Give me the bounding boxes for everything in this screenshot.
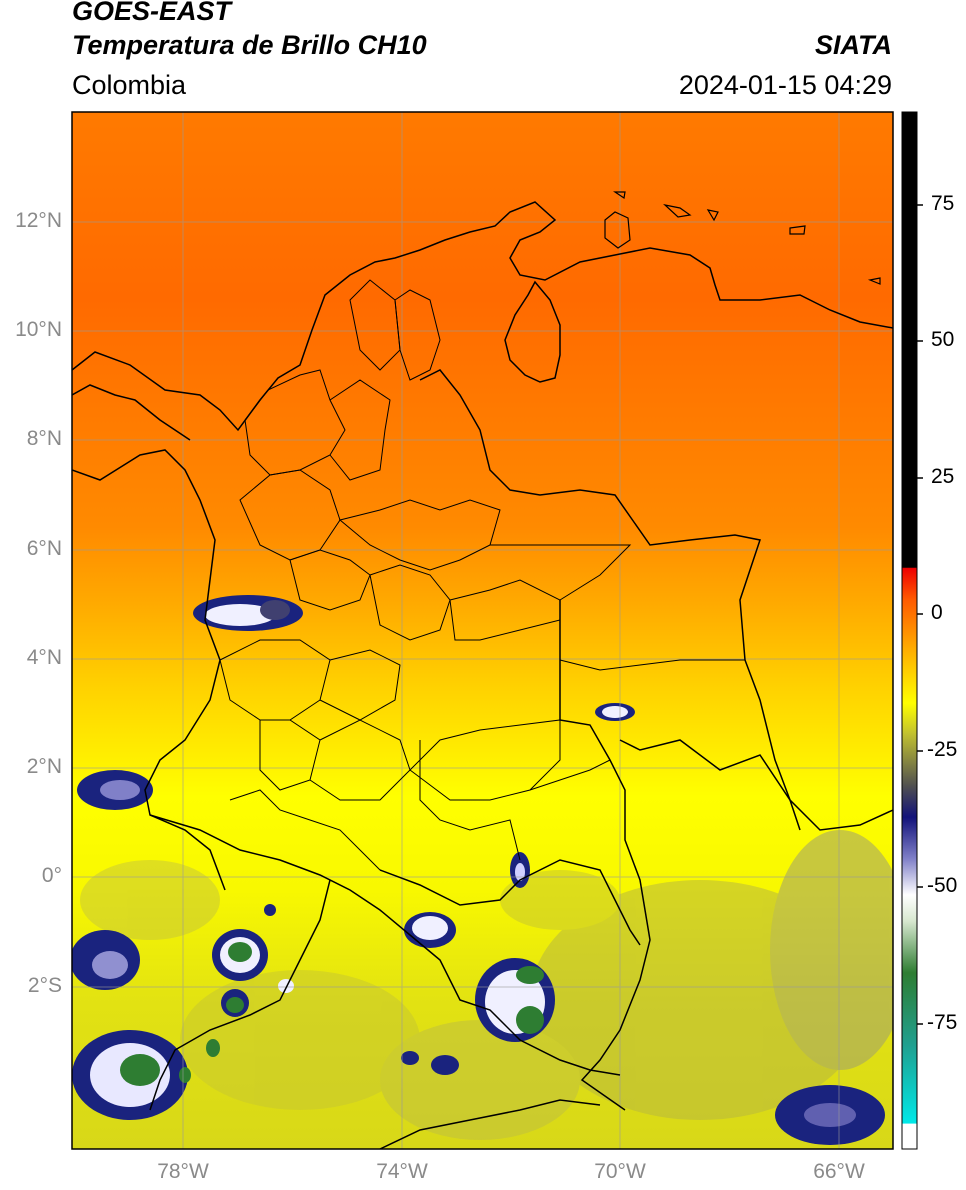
lon-label: 70°W	[594, 1160, 646, 1183]
source-label: SIATA	[815, 30, 892, 60]
colombia-brazil-border	[559, 600, 651, 1111]
colorbar-tick-marks	[917, 204, 923, 1025]
lat-label: 4°N	[26, 646, 62, 669]
colorbar-tick-label: 25	[931, 465, 955, 488]
colorbar-tick-label: 75	[931, 192, 955, 215]
lat-label: 12°N	[15, 209, 62, 232]
lon-label: 78°W	[157, 1160, 209, 1183]
product-title: Temperatura de Brillo CH10	[72, 30, 427, 60]
datetime-label: 2024-01-15 04:29	[678, 70, 892, 100]
panama-coast	[72, 384, 191, 441]
cloud-cell	[221, 989, 249, 1017]
colorbar-tick-label: -50	[927, 874, 958, 897]
region-label: Colombia	[72, 70, 187, 100]
colorbar	[902, 112, 917, 1149]
peru-south-border	[379, 1099, 601, 1149]
cloud-cell	[193, 595, 303, 631]
cloud-cell	[475, 958, 555, 1042]
cloud-cell	[212, 929, 268, 981]
colombia-venezuela-border	[419, 369, 801, 831]
graticule	[72, 112, 893, 1149]
colorbar-tick-label: 0	[931, 601, 943, 624]
lon-label: 66°W	[813, 1160, 865, 1183]
lat-label: 0°	[41, 864, 62, 887]
colorbar-frame	[901, 111, 918, 1150]
colombia-peru-border	[379, 859, 641, 946]
cloud-cell	[510, 852, 530, 888]
lat-label: 10°N	[15, 318, 62, 341]
satellite-title: GOES-EAST	[72, 0, 232, 26]
ecuador-peru-border	[149, 879, 331, 1111]
cloud-cell	[72, 1030, 188, 1120]
cloud-cell	[77, 770, 153, 810]
islands	[604, 191, 881, 285]
department-borders	[219, 279, 745, 871]
colorbar-tick-label: -75	[927, 1011, 958, 1034]
map-frame	[71, 111, 894, 1150]
lat-label: 8°N	[26, 427, 62, 450]
map-area	[72, 112, 893, 1149]
cloud-cell	[72, 930, 140, 990]
colorbar-tick-label: 50	[931, 328, 955, 351]
cloud-cell	[775, 1085, 885, 1145]
lake-maracaibo	[504, 280, 561, 383]
lat-label: 2°S	[27, 974, 62, 997]
cloud-cell	[595, 703, 635, 721]
venezuela-brazil-border	[619, 739, 893, 831]
lat-label: 6°N	[26, 537, 62, 560]
convective-clouds	[72, 595, 885, 1145]
lon-label: 74°W	[376, 1160, 428, 1183]
cloud-cell	[179, 904, 459, 1083]
cloud-cell	[404, 912, 456, 948]
lat-label: 2°N	[26, 755, 62, 778]
colorbar-tick-label: -25	[927, 738, 958, 761]
ecuador-border	[149, 814, 621, 1076]
